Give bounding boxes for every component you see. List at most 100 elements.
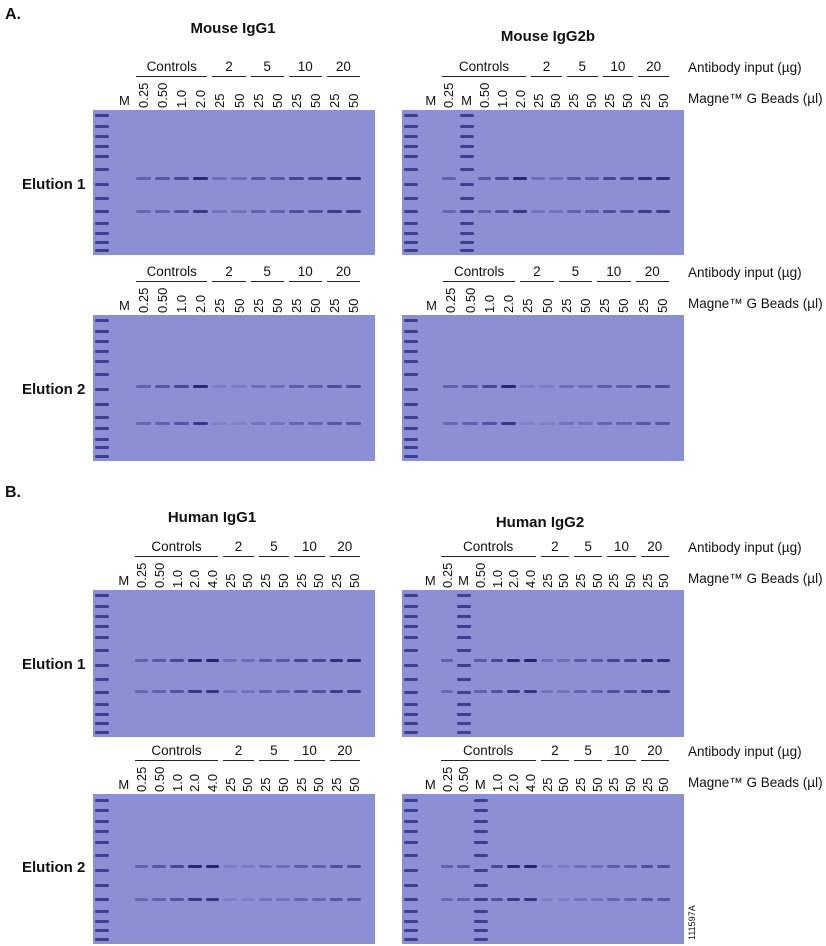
ladder-band [404, 124, 418, 128]
ladder-band [404, 830, 418, 833]
light-chain-band [231, 421, 247, 425]
heavy-chain-band [495, 176, 510, 180]
heavy-chain-band [250, 385, 266, 389]
light-chain-band [441, 210, 456, 214]
light-chain-band [241, 897, 255, 901]
light-chain-band [524, 689, 537, 693]
ladder-band [404, 869, 418, 872]
heavy-chain-band [490, 659, 504, 663]
ladder-band [474, 897, 488, 901]
light-chain-band [616, 421, 632, 425]
heavy-chain-band [205, 864, 220, 868]
heavy-chain-band [276, 864, 291, 868]
ladder-band [404, 427, 418, 431]
elution-label: Elution 1 [22, 656, 86, 673]
lane-label: 50 [622, 777, 638, 792]
light-chain-band [212, 421, 228, 425]
light-chain-band [187, 689, 202, 693]
heavy-chain-band [170, 659, 184, 663]
group-antibody-20: 20 [640, 538, 669, 557]
ladder-band [95, 909, 109, 913]
ladder-band [95, 168, 109, 171]
gel-panel: Controls 2 5 10 20 M 0.25 M 0.50 1.0 2.0 4.0 25 50 25 5… [402, 538, 684, 737]
ladder-band [459, 240, 474, 244]
light-chain-band [174, 210, 190, 214]
heavy-chain-band [134, 864, 149, 868]
lane-label: 25 [520, 298, 536, 313]
ladder-band [459, 168, 474, 171]
ladder-band [474, 819, 488, 823]
lane-label: 25 [558, 298, 574, 313]
lane-label: 0.50 [472, 562, 488, 588]
lane-label: 25 [597, 298, 613, 313]
ladder-band [404, 798, 418, 802]
light-chain-band [640, 897, 654, 901]
group-controls: Controls [136, 263, 208, 282]
lane-label: 1.0 [169, 773, 185, 792]
heavy-chain-band [657, 864, 670, 868]
ladder-band [404, 249, 418, 253]
ladder-band [457, 604, 472, 608]
ladder-band [404, 722, 418, 726]
light-chain-band [443, 421, 459, 425]
ladder-band [457, 691, 472, 695]
heavy-chain-band [307, 176, 323, 180]
ladder-band [95, 594, 109, 598]
antibody-input-label: Antibody input (µg) [688, 265, 802, 280]
heavy-chain-band [539, 385, 555, 389]
ladder-band [404, 455, 418, 459]
light-chain-band [507, 897, 520, 901]
light-chain-band [223, 897, 237, 901]
ladder-band [404, 168, 418, 171]
heavy-chain-band [174, 385, 190, 389]
title-human-igg1: Human IgG1 [167, 509, 257, 526]
lane-label: 50 [311, 777, 327, 792]
ladder-band [95, 329, 109, 333]
title-human-igg2: Human IgG2 [495, 514, 585, 531]
group-antibody-10: 10 [294, 538, 325, 557]
heavy-chain-band [457, 864, 470, 868]
ladder-band [404, 388, 418, 391]
ladder-band [474, 938, 488, 941]
group-antibody-2: 2 [520, 263, 554, 282]
lane-label: 25 [635, 298, 651, 313]
ladder-band [95, 840, 109, 844]
ladder-band [474, 809, 488, 812]
ladder-band [95, 182, 109, 186]
lane-label: 25 [250, 93, 266, 108]
gel-panel: Controls 2 5 10 20 M 0.25 0.50 1.0 2.0 25 50 25 50 25 5… [402, 263, 684, 461]
lane-label: 25 [639, 777, 655, 792]
light-chain-band [654, 421, 670, 425]
group-antibody-5: 5 [250, 263, 284, 282]
light-chain-band [205, 897, 220, 901]
group-antibody-2: 2 [223, 742, 254, 761]
lane-label: 0.25 [136, 287, 152, 313]
ladder-band [404, 678, 418, 682]
heavy-chain-band [174, 176, 190, 180]
group-controls: Controls [440, 742, 536, 761]
lane-label: 50 [589, 777, 605, 792]
lane-label: 25 [572, 777, 588, 792]
ladder-band [404, 909, 418, 913]
ladder-band [95, 614, 109, 618]
group-antibody-10: 10 [288, 58, 322, 77]
light-chain-band [307, 421, 323, 425]
light-chain-band [557, 689, 570, 693]
lane-label: 2.0 [193, 294, 209, 313]
heavy-chain-band [520, 385, 536, 389]
light-chain-band [557, 897, 570, 901]
ladder-band [95, 854, 109, 857]
ladder-band [95, 437, 109, 441]
ladder-band [404, 819, 418, 823]
light-chain-band [520, 421, 536, 425]
light-chain-band [638, 210, 653, 214]
ladder-band [95, 625, 109, 629]
ladder-band [404, 154, 418, 158]
heavy-chain-band [440, 864, 454, 868]
lane-label: 25 [326, 298, 342, 313]
lane-label: 50 [622, 573, 638, 588]
ladder-band [457, 713, 472, 717]
group-antibody-2: 2 [540, 538, 569, 557]
gel-panel: Controls 2 5 10 20 M 0.25 0.50 1.0 2.0 4.0 25 50 25 50… [93, 742, 375, 944]
heavy-chain-band [212, 385, 228, 389]
